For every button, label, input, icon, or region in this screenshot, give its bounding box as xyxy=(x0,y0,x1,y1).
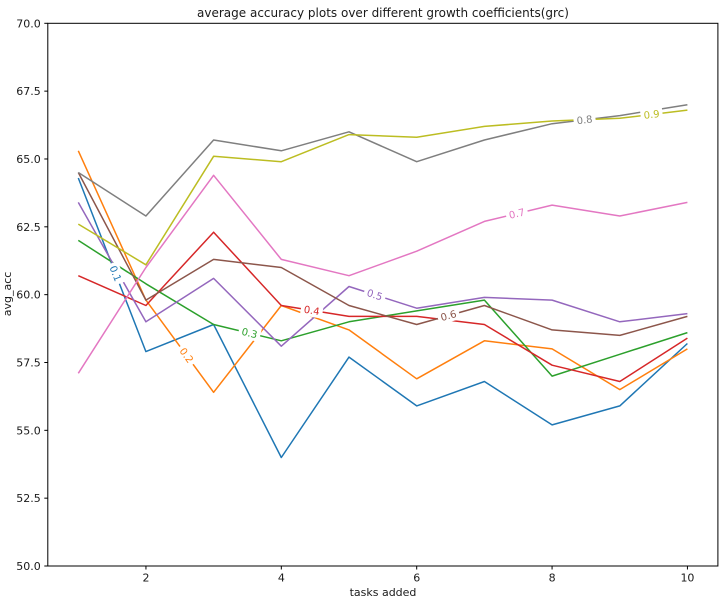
series-line-0.5 xyxy=(77,202,688,347)
x-tick-label-2: 2 xyxy=(142,572,149,585)
line-label-0.1: 0.1 xyxy=(107,264,123,283)
series-line-0.1 xyxy=(77,177,688,459)
line-label-mask-0.8 xyxy=(572,112,597,128)
line-label-0.9: 0.9 xyxy=(643,109,660,122)
series-line-0.4 xyxy=(77,231,688,383)
y-tick-label-70.0: 70.0 xyxy=(16,17,41,30)
line-label-0.8: 0.8 xyxy=(576,114,593,127)
line-label-0.4: 0.4 xyxy=(303,305,320,318)
series-line-0.2 xyxy=(77,150,688,394)
line-label-mask-0.7 xyxy=(504,204,530,223)
y-tick-label-65.0: 65.0 xyxy=(16,153,41,166)
series-line-0.8 xyxy=(77,103,688,217)
chart-title: average accuracy plots over different gr… xyxy=(197,6,569,20)
y-tick-label-55.0: 55.0 xyxy=(16,424,41,437)
y-axis-label: avg_acc xyxy=(1,272,14,317)
y-tick-label-57.5: 57.5 xyxy=(16,356,41,369)
series-line-0.9 xyxy=(77,109,688,266)
y-tick-label-60.0: 60.0 xyxy=(16,289,41,302)
y-tick-label-52.5: 52.5 xyxy=(16,492,41,505)
x-tick-label-6: 6 xyxy=(413,572,420,585)
line-label-mask-0.3 xyxy=(237,324,262,343)
y-tick-label-50.0: 50.0 xyxy=(16,560,41,573)
y-tick-label-67.5: 67.5 xyxy=(16,85,41,98)
line-label-0.7: 0.7 xyxy=(508,207,526,221)
line-label-mask-0.1 xyxy=(105,260,126,287)
line-label-0.5: 0.5 xyxy=(365,288,384,303)
series-line-0.7 xyxy=(77,174,688,374)
line-label-mask-0.5 xyxy=(362,285,388,305)
x-tick-label-4: 4 xyxy=(278,572,285,585)
line-label-mask-0.6 xyxy=(436,306,461,325)
line-label-mask-0.9 xyxy=(639,106,664,123)
x-axis-label: tasks added xyxy=(350,586,417,599)
y-tick-label-62.5: 62.5 xyxy=(16,221,41,234)
x-tick-label-10: 10 xyxy=(680,572,694,585)
x-tick-label-8: 8 xyxy=(549,572,556,585)
line-label-mask-0.2 xyxy=(174,342,199,369)
series-line-0.3 xyxy=(77,239,688,377)
plot-area: 2 4 6 8 10 50.0 52.5 55.0 57.5 60.0 62.5 65.0 67.5 70… xyxy=(16,17,719,585)
line-label-0.3: 0.3 xyxy=(240,327,258,341)
line-label-mask-0.4 xyxy=(299,302,324,319)
line-label-0.6: 0.6 xyxy=(440,309,458,324)
series-line-0.6 xyxy=(77,172,688,337)
